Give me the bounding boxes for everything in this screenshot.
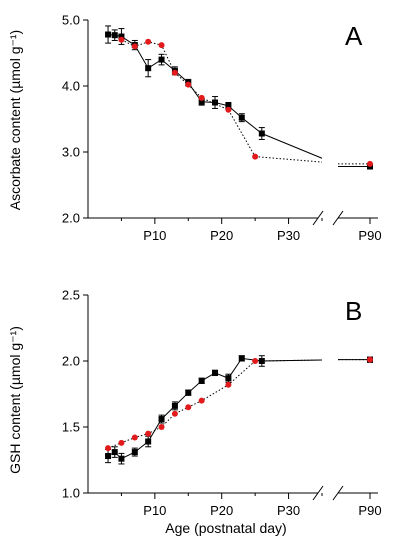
axis-break-mark: [312, 210, 324, 226]
x-tick-label: P90: [358, 228, 381, 243]
data-point: [185, 81, 192, 88]
series-red-circles: [105, 356, 373, 452]
y-tick-label: 1.0: [62, 486, 80, 501]
series-black-squares: [105, 25, 373, 170]
data-point: [198, 397, 205, 404]
x-tick-label: P30: [277, 503, 300, 518]
series-line: [108, 34, 263, 134]
y-tick-label: 2.0: [62, 354, 80, 369]
data-point: [171, 410, 178, 417]
data-point: [131, 449, 138, 456]
data-point: [145, 438, 152, 445]
data-point: [105, 453, 112, 460]
data-point: [145, 65, 152, 72]
x-tick-label: P90: [358, 503, 381, 518]
axis-break-mark: [332, 485, 344, 501]
data-point: [131, 434, 138, 441]
y-axis-label: GSH content (µmol g⁻¹): [7, 326, 23, 474]
panel-label: B: [345, 296, 362, 326]
y-tick-label: 5.0: [62, 13, 80, 28]
data-point: [238, 355, 245, 362]
data-point: [118, 33, 125, 40]
data-point: [198, 98, 205, 105]
x-tick-label: P30: [277, 228, 300, 243]
data-point: [225, 375, 232, 382]
x-tick-label: P20: [210, 503, 233, 518]
data-point: [185, 389, 192, 396]
chart-panel-b: 1.0 1.5 2.0 2.5 P10 P20 P30 P90 GSH content (µmo…: [7, 288, 382, 537]
y-axis-label: Ascorbate content (µmol g⁻¹): [7, 30, 23, 210]
series-line-extension: [261, 359, 323, 362]
data-point: [145, 430, 152, 437]
y-tick-label: 4.0: [62, 79, 80, 94]
data-point: [111, 449, 118, 456]
axis-break-mark: [312, 485, 324, 501]
x-tick-label: P10: [143, 228, 166, 243]
series-red-circles: [118, 36, 373, 167]
data-point: [367, 160, 373, 167]
panel-label: A: [345, 21, 363, 51]
data-point: [225, 106, 232, 113]
data-point: [158, 56, 165, 63]
data-point: [252, 358, 259, 364]
data-point: [118, 439, 125, 446]
data-point: [258, 130, 265, 137]
series-line-extension: [255, 359, 323, 362]
series-line-extension: [255, 156, 323, 163]
data-point: [367, 356, 373, 363]
data-point: [118, 455, 125, 462]
series-line: [107, 360, 256, 449]
x-tick-label: P10: [143, 503, 166, 518]
series-black-squares: [105, 355, 373, 465]
data-point: [198, 377, 205, 384]
y-tick-label: 1.5: [62, 420, 80, 435]
y-tick-label: 2.0: [62, 211, 80, 226]
data-point: [225, 381, 232, 388]
data-point: [118, 36, 125, 43]
y-tick-label: 3.0: [62, 145, 80, 160]
data-point: [171, 69, 178, 76]
series-line-extension: [261, 133, 323, 159]
data-point: [212, 99, 219, 106]
x-axis-label: Age (postnatal day): [165, 520, 286, 536]
chart-panel-a: 2.0 3.0 4.0 5.0 P10 P20 P30 P90 Ascorbate conten…: [7, 13, 382, 244]
data-point: [105, 445, 112, 452]
axis-break-mark: [332, 210, 344, 226]
data-point: [111, 32, 118, 39]
data-point: [145, 38, 152, 45]
data-point: [212, 369, 219, 376]
data-point: [238, 114, 245, 121]
data-point: [171, 402, 178, 409]
data-point: [252, 153, 259, 160]
y-tick-label: 2.5: [62, 288, 80, 303]
data-point: [105, 31, 112, 38]
data-point: [158, 416, 165, 423]
data-point: [158, 424, 165, 430]
data-point: [198, 94, 205, 101]
data-point: [185, 404, 192, 411]
data-point: [158, 42, 165, 49]
data-point: [258, 358, 265, 364]
x-tick-label: P20: [210, 228, 233, 243]
data-point: [131, 43, 138, 50]
data-point: [225, 102, 232, 109]
